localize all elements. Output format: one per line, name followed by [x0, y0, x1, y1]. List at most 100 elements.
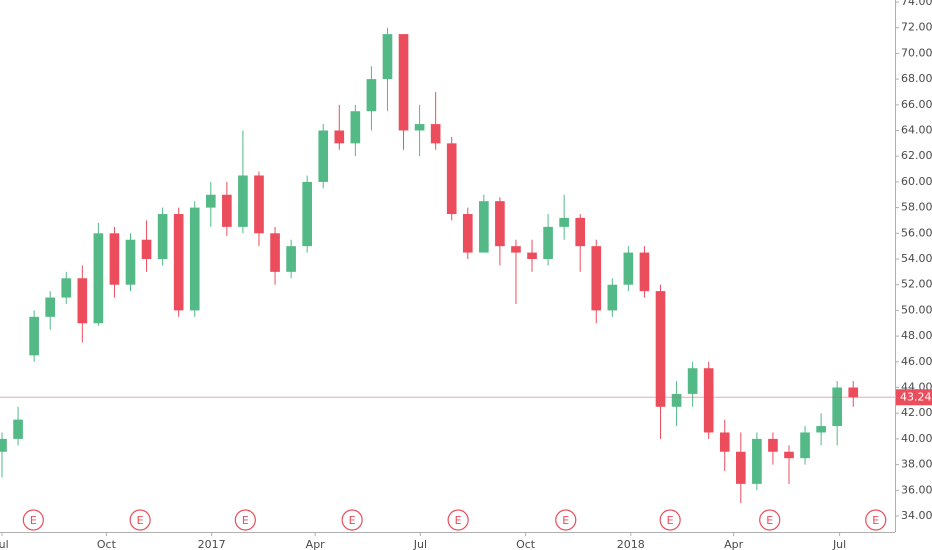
y-tick-label: 52.00: [901, 278, 932, 291]
earnings-label: E: [562, 514, 569, 527]
candle-body: [816, 426, 826, 433]
y-tick-label: 68.00: [901, 72, 932, 85]
y-tick-label: 38.00: [901, 458, 932, 471]
candle-body: [559, 217, 569, 227]
candle-body: [61, 278, 72, 298]
candle-body: [77, 278, 88, 324]
y-tick-label: 34.00: [901, 509, 932, 522]
x-tick-label: Jul: [832, 538, 846, 550]
candle-body: [45, 297, 56, 317]
candle-body: [398, 34, 409, 131]
earnings-marker: [659, 509, 681, 531]
candle-body: [527, 252, 537, 259]
candle-body: [848, 387, 859, 398]
y-tick-label: 66.00: [901, 98, 932, 111]
candle-body: [768, 438, 778, 452]
y-tick-label: 74.00: [901, 0, 932, 8]
candle-body: [511, 246, 521, 253]
earnings-label: E: [667, 514, 674, 527]
candle-body: [222, 194, 232, 227]
candle-body: [430, 124, 441, 144]
candle-body: [703, 368, 714, 433]
x-tick-label: Oct: [97, 538, 117, 550]
earnings-marker: [555, 509, 577, 531]
x-tick-label: Jul: [0, 538, 9, 550]
candle-body: [591, 246, 602, 311]
y-tick-label: 58.00: [901, 201, 932, 214]
earnings-marker: [759, 509, 781, 531]
earnings-label: E: [137, 514, 144, 527]
candle-body: [270, 233, 280, 272]
y-tick-label: 50.00: [901, 303, 932, 316]
candle-body: [173, 214, 184, 311]
candle-body: [13, 419, 23, 439]
candle-body: [639, 252, 650, 292]
y-tick-label: 54.00: [901, 252, 932, 265]
candle-body: [832, 387, 842, 427]
candle-body: [189, 207, 200, 311]
candle-body: [141, 239, 152, 259]
earnings-marker: [865, 509, 887, 531]
y-tick-label: 60.00: [901, 175, 932, 188]
candle-body: [784, 451, 794, 459]
candle-body: [607, 284, 618, 311]
x-tick-label: Apr: [306, 538, 326, 550]
candle-body: [350, 111, 361, 144]
last-price-label: 43.24: [900, 390, 932, 403]
candle-body: [414, 124, 425, 131]
candle-body: [735, 451, 746, 484]
y-tick-label: 48.00: [901, 329, 932, 342]
candle-body: [752, 438, 762, 484]
earnings-label: E: [30, 514, 37, 527]
candle-body: [125, 239, 136, 285]
candle-body: [671, 393, 682, 407]
candle-body: [93, 233, 104, 324]
candle-body: [719, 432, 730, 452]
earnings-label: E: [872, 514, 879, 527]
earnings-label: E: [766, 514, 773, 527]
y-tick-label: 72.00: [901, 21, 932, 34]
candle-body: [382, 34, 393, 80]
y-tick-label: 40.00: [901, 432, 932, 445]
candle-body: [462, 214, 473, 253]
candle-body: [687, 368, 698, 394]
earnings-label: E: [242, 514, 249, 527]
x-tick-label: Jul: [413, 538, 427, 550]
earnings-marker: [341, 509, 363, 531]
y-tick-label: 36.00: [901, 483, 932, 496]
candle-body: [109, 233, 120, 285]
y-tick-label: 56.00: [901, 226, 932, 239]
candle-body: [302, 181, 312, 247]
candle-body: [286, 246, 296, 272]
earnings-marker: [447, 509, 469, 531]
candle-body: [366, 79, 377, 112]
y-tick-label: 46.00: [901, 355, 932, 368]
y-tick-label: 64.00: [901, 124, 932, 137]
y-tick-label: 70.00: [901, 46, 932, 59]
candle-body: [479, 201, 489, 253]
candle-body: [254, 175, 264, 234]
candle-body: [575, 217, 586, 247]
candle-body: [800, 432, 810, 459]
candle-body: [655, 291, 666, 407]
x-tick-label: 2017: [198, 538, 226, 550]
earnings-marker: [234, 509, 256, 531]
candle-body: [334, 130, 345, 144]
candle-body: [205, 194, 216, 208]
candle-body: [318, 130, 329, 182]
candle-body: [495, 201, 505, 247]
earnings-label: E: [349, 514, 356, 527]
earnings-marker: [129, 509, 151, 531]
y-tick-label: 42.00: [901, 406, 932, 419]
candle-body: [157, 214, 168, 259]
candle-body: [29, 316, 39, 356]
candle-body: [623, 252, 634, 285]
y-tick-label: 62.00: [901, 149, 932, 162]
x-tick-label: 2018: [617, 538, 645, 550]
candle-body: [543, 226, 553, 259]
last-price-tag: [896, 389, 932, 406]
earnings-label: E: [455, 514, 462, 527]
x-tick-label: Oct: [516, 538, 536, 550]
candle-body: [0, 438, 7, 452]
